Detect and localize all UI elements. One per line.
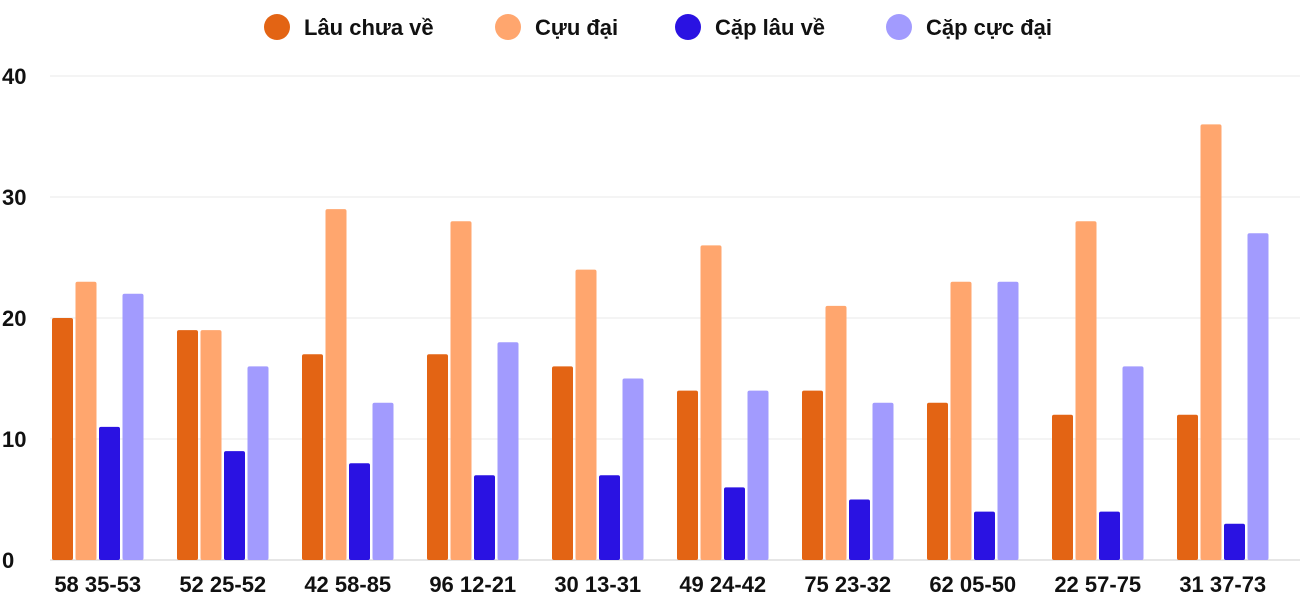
bar-2 bbox=[99, 426, 120, 560]
bar-0 bbox=[52, 318, 73, 560]
bar-0 bbox=[802, 390, 823, 560]
bar-2 bbox=[849, 499, 870, 560]
bar-3 bbox=[1122, 366, 1144, 560]
bar-0 bbox=[677, 390, 698, 560]
x-axis: 58 35-53 52 25-52 42 58-85 96 12-21 30 13-31… bbox=[54, 572, 1266, 597]
y-tick-label: 10 bbox=[2, 427, 26, 452]
x-tick-label: 42 58-85 bbox=[304, 572, 391, 597]
legend-label: Cặp lâu về bbox=[715, 15, 825, 40]
bar-2 bbox=[224, 451, 245, 560]
bar-1 bbox=[75, 281, 97, 560]
bar-1 bbox=[1075, 221, 1097, 560]
y-tick-label: 0 bbox=[2, 548, 14, 573]
bar-3 bbox=[372, 402, 394, 560]
bar-3 bbox=[497, 342, 519, 560]
x-tick-label: 96 12-21 bbox=[429, 572, 516, 597]
bar-1 bbox=[450, 221, 472, 560]
x-tick-label: 62 05-50 bbox=[929, 572, 1016, 597]
y-tick-label: 30 bbox=[2, 185, 26, 210]
legend-swatch bbox=[495, 14, 521, 40]
y-tick-label: 40 bbox=[2, 64, 26, 89]
legend-label: Cặp cực đại bbox=[926, 15, 1052, 40]
bar-3 bbox=[122, 293, 144, 560]
legend: Lâu chưa về Cựu đại Cặp lâu về Cặp cực đại bbox=[264, 14, 1052, 40]
bar-2 bbox=[474, 475, 495, 560]
legend-swatch bbox=[886, 14, 912, 40]
bar-0 bbox=[302, 354, 323, 560]
bar-1 bbox=[575, 269, 597, 560]
bars bbox=[52, 124, 1269, 561]
bar-2 bbox=[1224, 523, 1245, 560]
x-tick-label: 52 25-52 bbox=[179, 572, 266, 597]
y-tick-label: 20 bbox=[2, 306, 26, 331]
bar-3 bbox=[997, 281, 1019, 560]
x-tick-label: 49 24-42 bbox=[679, 572, 766, 597]
bar-2 bbox=[724, 487, 745, 560]
x-tick-label: 31 37-73 bbox=[1179, 572, 1266, 597]
x-tick-label: 75 23-32 bbox=[804, 572, 891, 597]
bar-3 bbox=[247, 366, 269, 560]
bar-3 bbox=[872, 402, 894, 560]
bar-3 bbox=[622, 378, 644, 560]
bar-1 bbox=[825, 305, 847, 560]
bar-0 bbox=[427, 354, 448, 560]
bar-3 bbox=[747, 390, 769, 560]
bar-0 bbox=[177, 330, 198, 560]
bar-1 bbox=[200, 330, 222, 560]
bar-1 bbox=[325, 209, 347, 560]
legend-swatch bbox=[675, 14, 701, 40]
bar-0 bbox=[552, 366, 573, 560]
bar-1 bbox=[950, 281, 972, 560]
bar-3 bbox=[1247, 233, 1269, 561]
bar-2 bbox=[1099, 511, 1120, 560]
legend-label: Lâu chưa về bbox=[304, 15, 434, 40]
bar-0 bbox=[927, 402, 948, 560]
x-tick-label: 22 57-75 bbox=[1054, 572, 1141, 597]
y-axis: 0 10 20 30 40 bbox=[2, 64, 26, 573]
bar-2 bbox=[974, 511, 995, 560]
bar-2 bbox=[599, 475, 620, 560]
bar-1 bbox=[700, 245, 722, 560]
bar-2 bbox=[349, 463, 370, 560]
bar-0 bbox=[1052, 414, 1073, 560]
x-tick-label: 58 35-53 bbox=[54, 572, 141, 597]
legend-label: Cựu đại bbox=[535, 15, 618, 40]
legend-swatch bbox=[264, 14, 290, 40]
bar-1 bbox=[1200, 124, 1222, 561]
bar-0 bbox=[1177, 414, 1198, 560]
x-tick-label: 30 13-31 bbox=[554, 572, 641, 597]
